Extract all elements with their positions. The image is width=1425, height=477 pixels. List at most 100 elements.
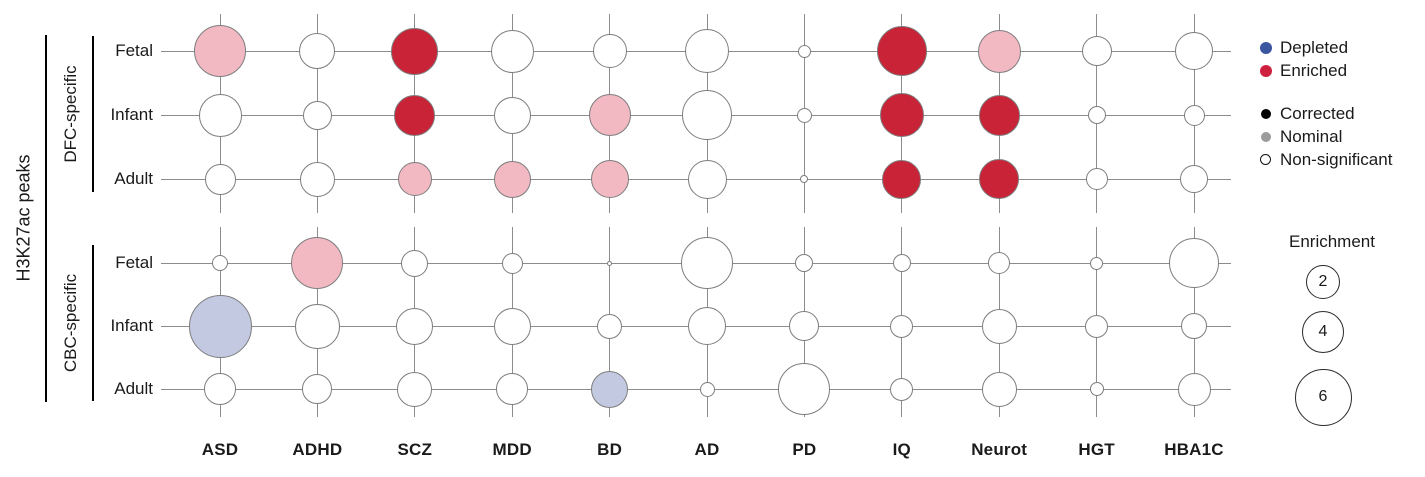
bubble-cbc-fetal-hba1c [1169,238,1219,288]
row-label-cbc-infant: Infant [110,316,153,335]
legend-label-non-significant: Non-significant [1280,150,1393,169]
axis-label-adhd: ADHD [292,440,343,459]
cbc-group-bracket [92,245,94,401]
y-axis-title: H3K27ac peaks [13,154,34,282]
bubble-cbc-adult-iq [890,377,914,401]
axis-label-bd: BD [597,440,623,459]
grid-hline-row-5 [161,388,1231,390]
bubble-dfc-infant-ad [682,90,732,140]
bubble-cbc-fetal-ad [681,237,733,289]
bubble-dfc-adult-mdd [493,160,531,198]
bubble-cbc-infant-bd [597,313,623,339]
size-legend-value-2: 2 [1318,273,1328,290]
bubble-cbc-infant-hgt [1085,314,1109,338]
axis-label-asd: ASD [201,440,239,459]
bubble-dfc-fetal-iq [876,26,927,76]
row-label-dfc-adult: Adult [114,169,153,188]
dfc-group-bracket [92,36,94,192]
size-legend-circle-6: 6 [1294,368,1352,426]
bubble-dfc-infant-hba1c [1183,104,1205,126]
row-label-cbc-fetal: Fetal [115,253,153,272]
bubble-cbc-fetal-bd [607,260,613,266]
size-legend-circle-4: 4 [1302,311,1344,353]
bubble-cbc-infant-iq [890,314,914,338]
bubble-cbc-adult-ad [699,381,715,397]
bubble-dfc-adult-hgt [1085,168,1108,190]
axis-label-hgt: HGT [1078,440,1115,459]
bubble-dfc-adult-iq [882,159,922,199]
bubble-dfc-fetal-hba1c [1175,32,1213,70]
size-legend-title: Enrichment [1289,232,1375,251]
legend-label-depleted: Depleted [1280,38,1349,57]
bubble-dfc-infant-mdd [493,96,531,134]
bubble-cbc-adult-hba1c [1177,372,1211,406]
axis-label-iq: IQ [892,440,911,459]
bubble-cbc-adult-pd [778,363,831,415]
bubble-dfc-adult-pd [800,175,809,183]
bubble-dfc-fetal-neurot [977,29,1021,73]
bubble-cbc-infant-pd [789,311,820,341]
bubble-cbc-adult-asd [204,373,236,405]
bubble-cbc-infant-scz [396,307,434,345]
bubble-dfc-infant-bd [588,94,631,136]
bubble-dfc-adult-neurot [979,159,1020,199]
bubble-cbc-fetal-iq [892,254,911,272]
bubble-cbc-infant-mdd [493,307,531,345]
bubble-dfc-adult-bd [590,160,629,198]
bubble-cbc-infant-ad [688,307,726,345]
bubble-cbc-fetal-asd [212,255,228,271]
bubble-cbc-fetal-mdd [501,252,523,274]
bubble-dfc-infant-hgt [1087,106,1106,124]
bubble-cbc-fetal-pd [795,254,814,272]
bubble-dfc-infant-asd [198,93,242,137]
legend-label-enriched: Enriched [1280,61,1348,80]
bubble-cbc-fetal-scz [401,249,429,277]
row-label-dfc-infant: Infant [110,105,153,124]
bubble-cbc-adult-adhd [302,374,333,404]
bubble-dfc-fetal-pd [797,44,811,58]
axis-label-hba1c: HBA1C [1164,440,1224,459]
size-legend-value-6: 6 [1318,388,1328,405]
nominal-dot-icon [1261,132,1271,142]
bubble-cbc-adult-hgt [1089,382,1104,396]
corrected-dot-icon [1261,109,1271,119]
axis-label-neurot: Neurot [971,440,1028,459]
bubble-cbc-infant-neurot [981,308,1017,344]
bubble-cbc-adult-neurot [981,371,1017,407]
bubble-dfc-fetal-asd [194,25,246,77]
axis-label-ad: AD [694,440,720,459]
bubble-dfc-infant-neurot [978,94,1020,136]
bubble-cbc-infant-asd [188,294,252,358]
axis-label-scz: SCZ [397,440,433,459]
row-label-cbc-adult: Adult [114,379,153,398]
axis-label-pd: PD [792,440,817,459]
bubble-dfc-infant-scz [394,94,436,136]
bubble-dfc-adult-adhd [299,161,335,197]
bubble-dfc-adult-scz [397,162,432,196]
bubble-cbc-infant-adhd [294,303,340,349]
legend-label-nominal: Nominal [1280,127,1343,146]
bubble-dfc-infant-iq [879,93,924,137]
row-label-dfc-fetal: Fetal [115,41,153,60]
bubble-dfc-fetal-scz [391,27,439,75]
bubble-cbc-fetal-hgt [1090,256,1104,270]
bubble-dfc-adult-ad [687,159,727,199]
bubble-cbc-adult-bd [591,370,629,408]
bubble-dfc-infant-adhd [302,100,332,130]
y-axis-bracket [45,35,47,402]
non-significant-circle-icon [1260,154,1271,165]
size-legend-value-4: 4 [1318,323,1328,340]
bubble-dfc-infant-pd [796,107,812,123]
bubble-cbc-fetal-adhd [291,237,344,289]
axis-label-mdd: MDD [492,440,532,459]
bubble-dfc-fetal-hgt [1081,36,1112,66]
bubble-dfc-fetal-adhd [299,33,336,69]
bubble-dfc-fetal-mdd [490,29,534,73]
enriched-dot-icon [1260,65,1272,77]
bubble-dfc-adult-hba1c [1180,165,1208,193]
bubble-cbc-fetal-neurot [988,252,1011,274]
size-legend-circle-2: 2 [1306,265,1340,299]
bubble-dfc-fetal-bd [592,34,627,68]
bubble-cbc-infant-hba1c [1181,313,1207,339]
